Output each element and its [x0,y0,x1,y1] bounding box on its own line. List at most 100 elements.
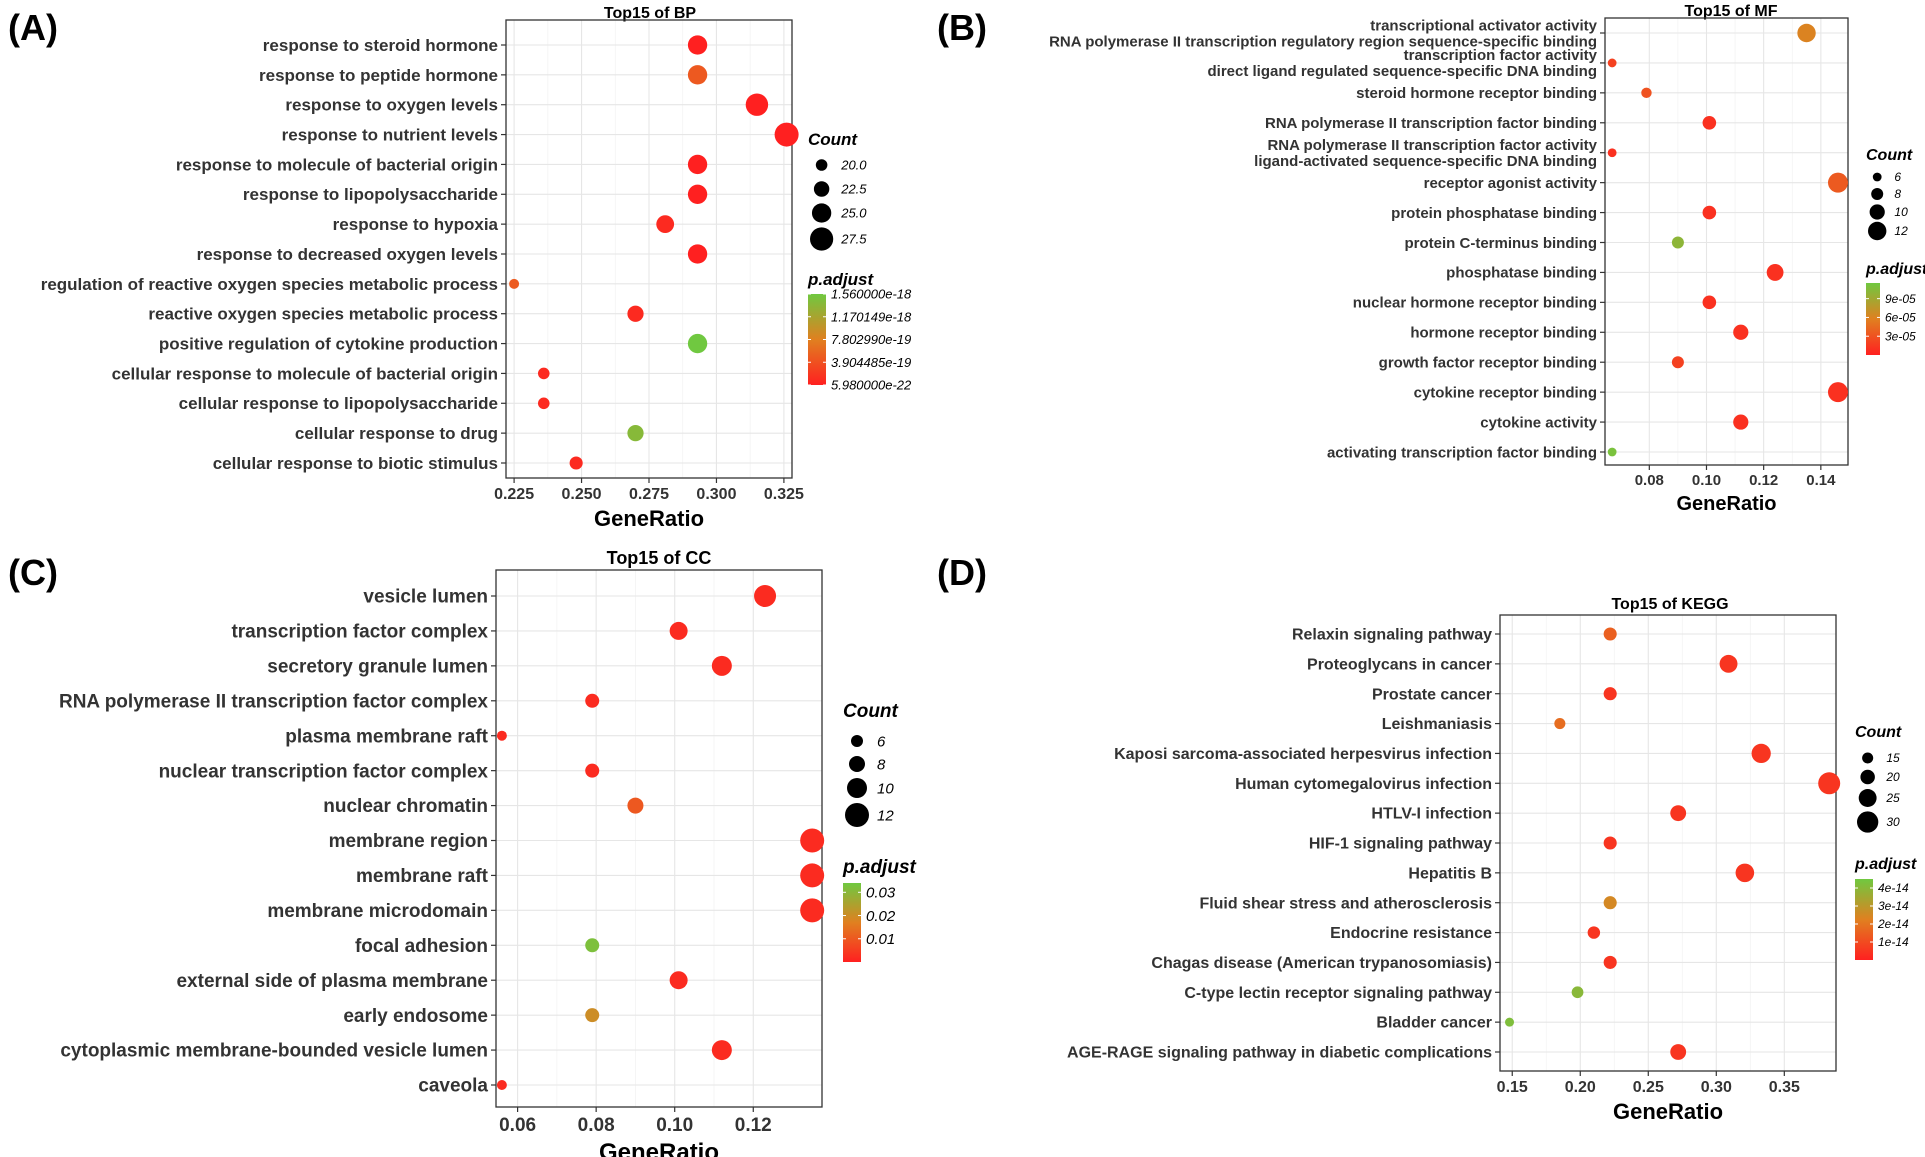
x-axis-label: GeneRatio [1676,493,1776,515]
y-tick-label: transcriptional activator activity RNA po… [1049,17,1598,50]
size-legend-label: 20.0 [840,158,867,173]
y-tick-label: cellular response to lipopolysaccharide [179,394,498,413]
color-legend-label: 0.01 [866,931,895,948]
y-tick-label: receptor agonist activity [1424,175,1598,192]
data-point-response-to-nutrient-levels [774,122,799,147]
color-legend-label: 3e-14 [1878,899,1909,913]
data-point-htlv-i-infection [1670,805,1687,822]
data-point-phosphatase-binding [1766,264,1784,281]
x-tick-label: 0.12 [735,1115,772,1136]
y-tick-label: Hepatitis B [1408,865,1492,882]
y-tick-label: response to oxygen levels [285,96,498,115]
data-point-response-to-peptide-hormone [687,65,708,85]
data-point-rna-polymerase-ii-transcription-factor-c [585,693,600,708]
size-legend-dot [1868,221,1887,241]
size-legend-label: 8 [1894,187,1901,201]
y-tick-label: steroid hormone receptor binding [1356,85,1597,102]
data-point-cellular-response-to-biotic-stimulus [569,456,583,470]
y-tick-label: nuclear chromatin [323,796,488,817]
x-tick-label: 0.14 [1806,472,1836,489]
data-point-transcription-factor-complex [669,621,688,640]
y-tick-label: response to peptide hormone [259,66,498,85]
y-tick-label: RNA polymerase II transcription factor b… [1265,115,1597,132]
size-legend-label: 6 [1894,170,1901,184]
size-legend-dot [1858,789,1877,807]
y-tick-label: reactive oxygen species metabolic proces… [148,305,498,324]
color-legend-label: 3e-05 [1885,329,1916,343]
x-tick-label: 0.06 [499,1115,536,1136]
y-tick-label: caveola [418,1076,488,1097]
color-legend-bar [808,294,826,385]
chart-title: Top15 of CC [607,548,712,568]
color-legend-bar [1855,879,1873,960]
y-tick-label: nuclear hormone receptor binding [1353,295,1597,312]
x-axis-label: GeneRatio [594,506,704,531]
y-tick-label: response to steroid hormone [263,36,498,55]
x-tick-label: 0.10 [1692,472,1721,489]
data-point-growth-factor-receptor-binding [1671,356,1684,369]
data-point-membrane-microdomain [800,898,825,923]
size-legend-title: Count [808,130,858,149]
data-point-cytokine-receptor-binding [1827,382,1848,403]
color-legend-title: p.adjust [807,270,875,289]
y-tick-label: response to hypoxia [333,215,499,234]
data-point-kaposi-sarcoma-associated-herpesvirus-in [1751,743,1771,764]
size-legend-title: Count [1855,724,1902,741]
y-tick-label: protein C-terminus binding [1405,235,1598,252]
y-tick-label: RNA polymerase II transcription factor c… [59,691,488,712]
x-tick-label: 0.300 [696,486,736,503]
data-point-steroid-hormone-receptor-binding [1641,87,1652,99]
y-tick-label: Bladder cancer [1376,1015,1492,1032]
chart-title: Top15 of MF [1684,3,1777,20]
data-point-cellular-response-to-lipopolysaccharide [537,397,550,410]
size-legend-dot [813,181,830,197]
y-tick-label: membrane raft [356,866,489,887]
y-tick-label: Leishmaniasis [1382,716,1492,733]
x-tick-label: 0.250 [562,486,602,503]
y-tick-label: HTLV-I infection [1371,806,1492,823]
y-tick-label: transcription factor complex [231,622,488,643]
size-legend-dot [847,778,867,798]
color-legend-bar [843,883,861,962]
panel-letter: (C) [8,552,58,593]
size-legend-label: 15 [1886,751,1900,765]
x-axis-label: GeneRatio [1613,1099,1723,1124]
panel-a-bp: (A) Top15 of BP response to steroid hormon… [8,5,912,531]
y-tick-label: RNA polymerase II transcription factor a… [1254,137,1597,170]
size-legend-label: 20 [1885,770,1900,784]
data-point-rna-polymerase-ii-transcription-factor-a [1607,148,1617,158]
data-point-chagas-disease-american-trypanosomiasis [1603,955,1617,969]
y-tick-label: response to lipopolysaccharide [243,185,498,204]
data-point-transcription-factor-activity-direct-lig [1607,58,1617,68]
x-tick-label: 0.275 [629,486,669,503]
data-point-endocrine-resistance [1587,926,1601,939]
x-tick-label: 0.15 [1497,1079,1528,1096]
color-legend-label: 7.802990e-19 [831,332,911,347]
size-legend-label: 25 [1885,791,1900,805]
size-legend-label: 25.0 [840,206,867,221]
data-point-prostate-cancer [1603,687,1617,701]
size-legend-dot [1856,811,1879,833]
data-point-reactive-oxygen-species-metabolic-proces [627,305,644,322]
size-legend-label: 6 [877,733,886,750]
x-tick-label: 0.08 [578,1115,615,1136]
data-point-response-to-hypoxia [656,215,675,234]
data-point-relaxin-signaling-pathway [1603,627,1617,641]
x-tick-label: 0.08 [1635,472,1664,489]
data-point-response-to-molecule-of-bacterial-origin [687,154,708,175]
x-tick-label: 0.20 [1565,1079,1596,1096]
y-tick-label: cellular response to molecule of bacteri… [112,364,498,383]
data-point-rna-polymerase-ii-transcription-factor-b [1702,115,1717,130]
y-tick-label: hormone receptor binding [1410,325,1597,342]
size-legend-dot [849,756,865,772]
size-legend-label: 12 [877,807,894,824]
size-legend-label: 27.5 [840,232,867,247]
panel-b-mf: (B) Top15 of MF transcriptional activator … [937,3,1925,515]
y-tick-label: cellular response to biotic stimulus [213,454,498,473]
y-tick-label: regulation of reactive oxygen species me… [41,275,498,294]
y-tick-label: phosphatase binding [1446,265,1597,282]
plot-frame [1604,17,1849,466]
data-point-cytoplasmic-membrane-bounded-vesicle-lum [711,1040,732,1061]
y-tick-label: growth factor receptor binding [1379,354,1597,371]
color-legend-label: 1.170149e-18 [831,309,912,324]
